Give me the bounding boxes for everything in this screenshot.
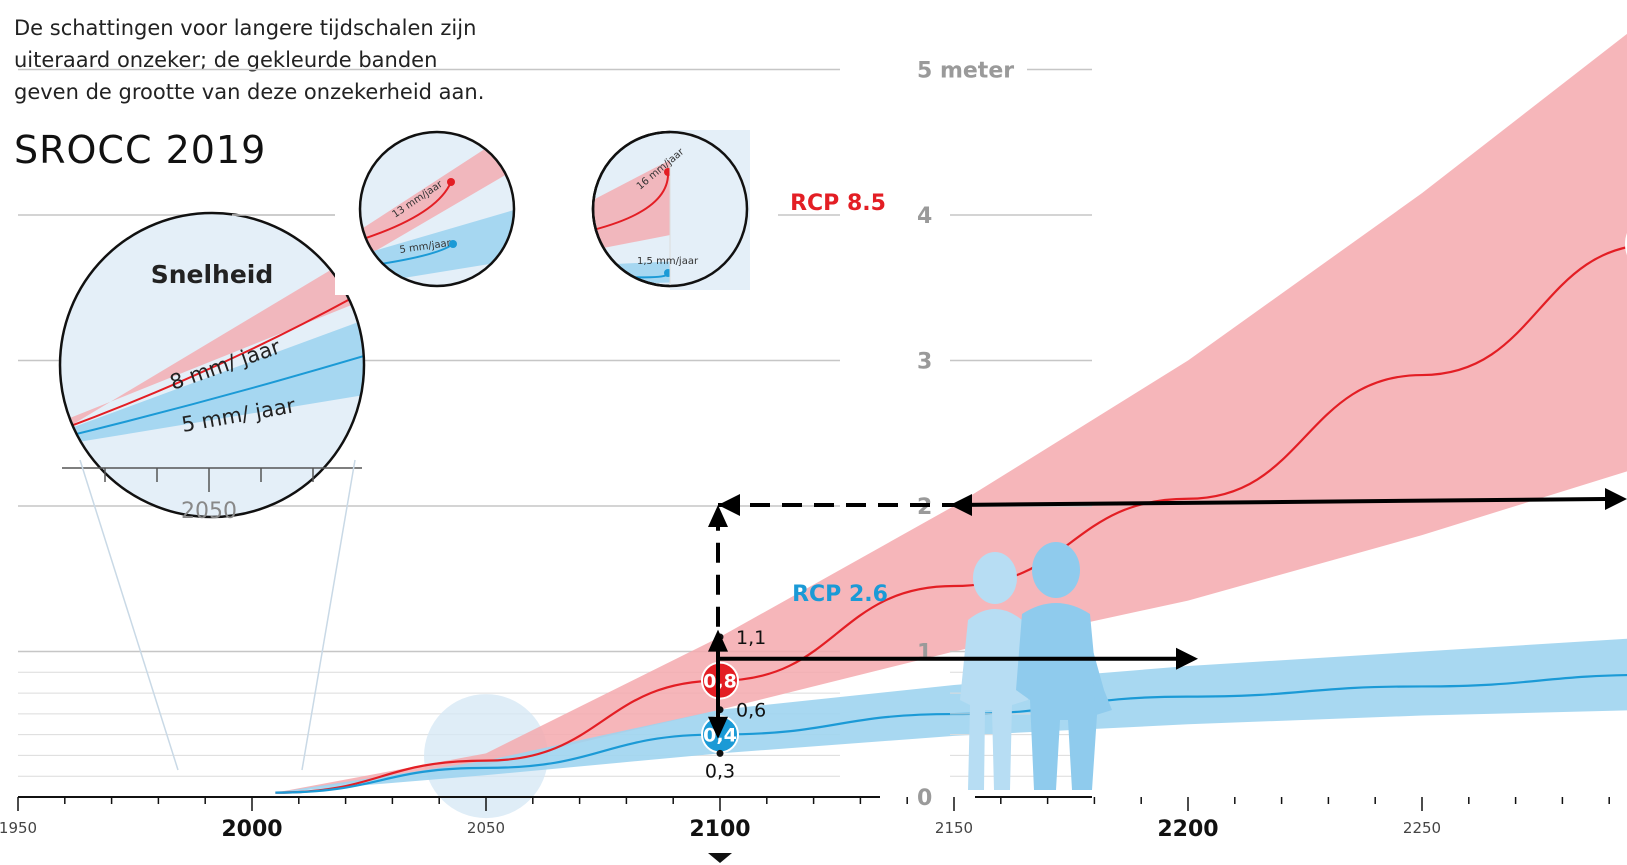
inset-dot-rcp85 (447, 178, 455, 186)
inset-content (60, 250, 364, 445)
inset-title: Snelheid (151, 260, 274, 289)
intro-line: De schattingen voor langere tijdschalen … (14, 16, 477, 40)
tick-label-minor: 1950 (0, 819, 37, 837)
inset-border (591, 130, 749, 288)
inset-line-rcp26 (60, 355, 364, 439)
inset-line-rcp85 (360, 181, 452, 241)
intro-line: uiteraard onzeker; de gekleurde banden (14, 48, 438, 72)
y-tick-label: 5 meter (917, 59, 1014, 84)
tick-label-major: 2000 (221, 817, 282, 842)
inset-band-rcp26 (60, 320, 364, 445)
inset-background (60, 213, 364, 517)
source-label: SROCC 2019 (14, 128, 267, 172)
tick-label-major: 2300 (1625, 817, 1627, 842)
inset-border (58, 211, 366, 519)
intro-line: geven de grootte van deze onzekerheid aa… (14, 80, 485, 104)
uncertainty-band (275, 33, 1627, 793)
zoom-connector (79, 459, 179, 771)
y-tick-label: 3 (917, 350, 932, 375)
uncertainty-band (275, 638, 1627, 793)
zoom-connector (301, 459, 356, 771)
y-tick-label: 0 (917, 786, 932, 811)
uncertainty-bands (275, 33, 1627, 793)
series-label-rcp26: RCP 2.6 (792, 582, 888, 607)
x-axis: 2000 2100 2200 2300 1950 2050 2150 2250 (0, 796, 1627, 863)
median-line (275, 246, 1627, 794)
y-tick-label: 4 (917, 204, 932, 229)
people-silhouette (960, 542, 1112, 790)
arrowhead-down (708, 716, 728, 739)
arrowhead-right (1176, 647, 1198, 670)
value-label: 1,1 (736, 627, 766, 649)
arrowhead-right (1605, 488, 1627, 510)
inset-dot-rcp26 (449, 240, 457, 248)
inset-border (358, 130, 516, 288)
inset-future-mask (670, 130, 750, 290)
intro-text: De schattingen voor langere tijdschalen … (14, 12, 554, 108)
tick-label-minor: 2150 (935, 819, 973, 837)
arrow-line-2m (953, 497, 1606, 507)
inset-rate-label: 1,5 mm/jaar (637, 256, 699, 267)
inset-line-rcp85 (60, 297, 353, 431)
y-tick-label: 2 (917, 495, 932, 520)
value-label: 0,6 (736, 700, 766, 722)
y-tick-label: 1 (917, 641, 932, 666)
arrowhead-left (718, 494, 740, 516)
annotation-arrows (708, 488, 1627, 739)
tick-label-minor: 2250 (1403, 819, 1441, 837)
tick-label-major: 2100 (689, 817, 750, 842)
tick-label-major: 2200 (1157, 817, 1218, 842)
value-dot (716, 749, 724, 757)
tick-label-minor: 2050 (467, 819, 505, 837)
series-label-rcp85: RCP 8.5 (790, 191, 886, 216)
arrowhead-up (708, 505, 728, 527)
arrowhead-left (950, 494, 972, 516)
inset-content (360, 132, 514, 285)
inset-line-rcp85 (593, 171, 670, 231)
value-bubble-label: 0,4 (703, 724, 737, 746)
inset-band-rcp85 (60, 250, 364, 432)
inset-band-rcp26 (360, 210, 514, 285)
inset-band-rcp85 (360, 132, 514, 260)
inset-axis-label: 2050 (181, 499, 237, 524)
arrowhead-up (708, 629, 728, 652)
value-label: 0,3 (705, 760, 735, 782)
year-marker-triangle (708, 853, 732, 863)
